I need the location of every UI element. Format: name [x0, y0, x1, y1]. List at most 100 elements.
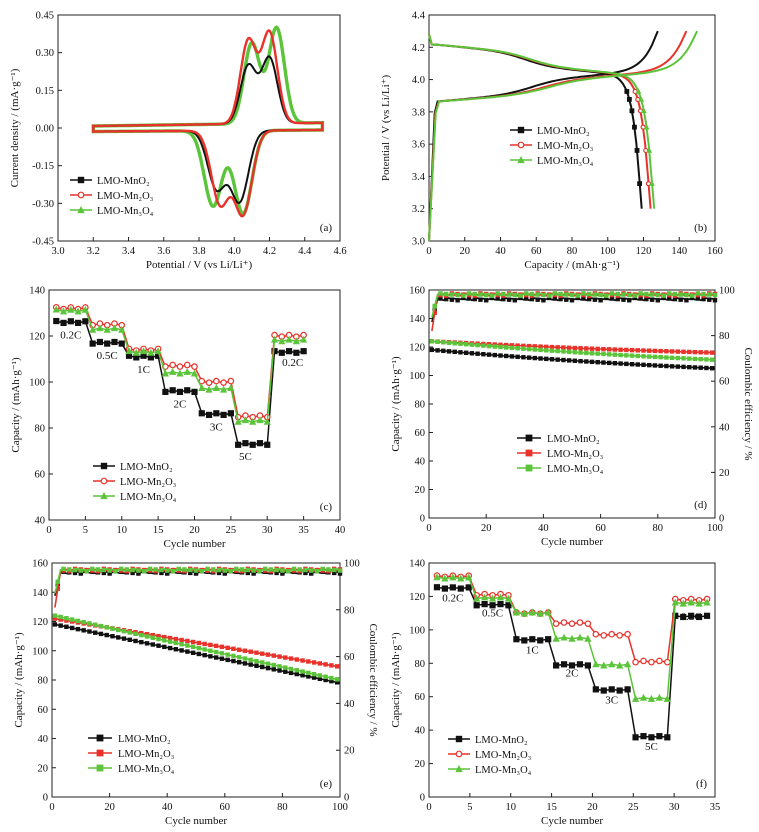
data-point — [635, 362, 640, 367]
y-tick-label: 20 — [415, 485, 426, 496]
data-point — [213, 410, 220, 417]
data-point — [513, 636, 520, 643]
data-point — [572, 358, 578, 363]
data-point — [127, 637, 132, 642]
legend-label: LMO-Mn₂O₃ — [120, 477, 177, 488]
efficiency-point — [483, 298, 489, 303]
efficiency-point — [569, 292, 575, 298]
y-tick-label: 120 — [32, 617, 48, 628]
data-point — [452, 349, 457, 355]
efficiency-point — [314, 568, 320, 574]
data-point — [521, 346, 526, 351]
data-point — [658, 363, 663, 368]
data-point — [600, 632, 608, 639]
legend-marker — [100, 491, 108, 500]
data-point — [254, 658, 259, 664]
data-point — [288, 656, 294, 661]
data-point — [185, 643, 190, 648]
y-tick-label: 140 — [29, 286, 45, 297]
data-point — [618, 361, 623, 366]
data-point — [601, 351, 606, 357]
data-point — [592, 630, 600, 638]
x-tick-label: 4.6 — [333, 246, 346, 257]
data-point — [647, 694, 656, 702]
panel-a: 3.0 3.2 3.4 3.6 3.8 4.0 4.2 4.4 4.6 -0.45 -0.30 -0.… — [9, 11, 347, 272]
data-point — [488, 594, 497, 602]
data-point — [104, 625, 109, 630]
data-point — [555, 345, 560, 350]
data-point — [256, 416, 264, 424]
y-tick-label: 40 — [415, 726, 426, 737]
data-point — [81, 619, 86, 625]
data-point — [646, 147, 653, 153]
data-point — [441, 585, 448, 592]
efficiency-point — [661, 293, 666, 298]
data-point — [688, 612, 695, 619]
efficiency-point — [535, 292, 540, 297]
efficiency-point — [701, 291, 706, 297]
y-axis-label: Capacity / (mAh·g⁻¹) — [390, 356, 402, 452]
data-point — [638, 96, 645, 102]
data-point — [635, 88, 642, 94]
data-point — [544, 344, 549, 350]
efficiency-point — [130, 567, 135, 573]
data-point — [236, 655, 242, 660]
data-point — [176, 369, 184, 377]
efficiency-point — [303, 567, 308, 573]
efficiency-point — [541, 292, 546, 298]
discharge-curve — [428, 34, 656, 209]
data-point — [568, 634, 576, 642]
data-point — [469, 351, 475, 356]
data-point — [196, 651, 202, 657]
data-point — [225, 645, 230, 651]
data-point — [334, 677, 340, 682]
data-point — [618, 352, 623, 358]
y-axis-label: Potential / V (vs Li/Li⁺) — [380, 75, 392, 182]
efficiency-point — [564, 297, 569, 302]
panel-tag: (e) — [320, 778, 333, 790]
y-tick-label: 0.45 — [36, 11, 54, 22]
data-point — [323, 662, 328, 667]
data-point — [96, 324, 104, 332]
data-point — [515, 346, 520, 351]
x-tick-label: 40 — [162, 802, 173, 813]
x-tick-label: 20 — [104, 802, 115, 813]
data-point — [150, 635, 155, 640]
legend-label: LMO-MnO₂ — [97, 176, 150, 187]
data-point — [231, 653, 236, 659]
data-point — [675, 355, 681, 361]
data-point — [553, 662, 560, 669]
data-point — [118, 325, 126, 333]
y-tick-label: 140 — [409, 559, 425, 570]
efficiency-point — [712, 292, 718, 298]
x-tick-label: 3.6 — [157, 246, 170, 257]
data-point — [441, 574, 449, 582]
efficiency-point — [632, 293, 638, 298]
y-tick-label: 80 — [415, 659, 426, 670]
x-tick-label: 60 — [595, 523, 606, 534]
data-point — [227, 384, 235, 391]
data-point — [458, 350, 463, 355]
rate-label: 1C — [526, 644, 539, 656]
data-point — [265, 661, 271, 666]
data-point — [311, 660, 317, 665]
y2-tick-label: 80 — [719, 331, 730, 342]
data-point — [608, 630, 616, 638]
x-tick-label: 25 — [628, 802, 639, 813]
efficiency-point — [501, 291, 506, 297]
data-point — [572, 350, 578, 355]
data-point — [576, 661, 584, 668]
efficiency-point — [274, 567, 279, 573]
data-point — [162, 388, 169, 395]
data-point — [132, 348, 140, 356]
data-point — [536, 609, 544, 617]
x-tick-label: 100 — [600, 246, 616, 257]
data-point — [655, 693, 663, 701]
efficiency-point — [678, 297, 683, 302]
data-point — [58, 614, 63, 620]
efficiency-point — [524, 291, 529, 296]
data-point — [538, 356, 543, 361]
efficiency-point — [239, 567, 245, 572]
data-point — [179, 642, 184, 647]
data-point — [277, 654, 282, 659]
